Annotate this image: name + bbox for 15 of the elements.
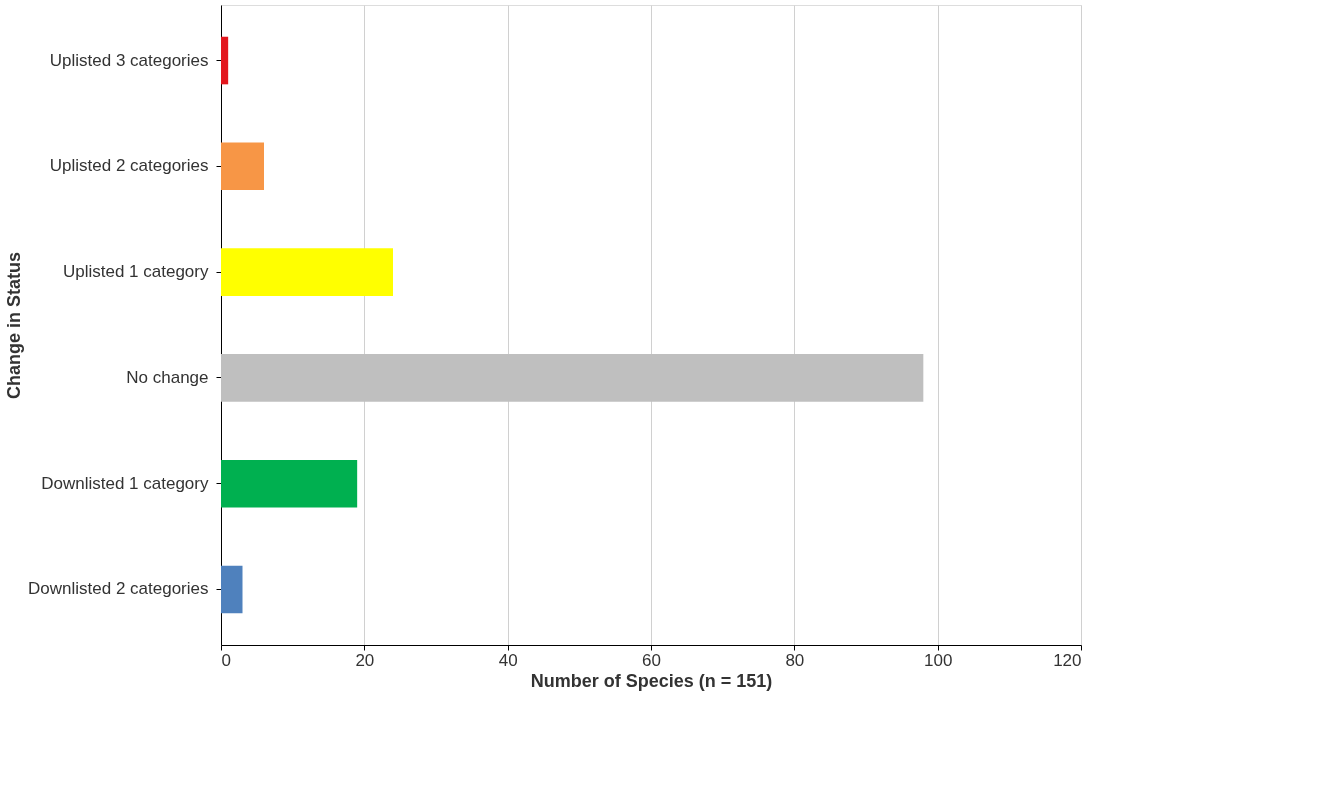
y-tick-label: Uplisted 1 category <box>62 262 209 282</box>
x-tick-label: 120 <box>1053 650 1082 670</box>
x-tick-label: 100 <box>923 650 953 670</box>
y-tick-label: No change <box>126 367 209 387</box>
x-tick-label: 60 <box>642 650 661 670</box>
x-tick-label: 80 <box>785 650 805 670</box>
x-tick-label: 0 <box>221 650 231 670</box>
y-tick-label: Uplisted 2 categories <box>49 156 209 176</box>
y-axis-title: Change in Status <box>4 251 25 400</box>
x-tick-label: 40 <box>498 650 518 670</box>
x-tick-label: 20 <box>355 650 375 670</box>
y-tick-label: Uplisted 3 categories <box>49 50 209 70</box>
y-tick-label: Downlisted 2 categories <box>28 579 209 599</box>
x-axis-title: Number of Species (n = 151) <box>530 670 773 691</box>
y-tick-label: Downlisted 1 category <box>41 473 209 493</box>
